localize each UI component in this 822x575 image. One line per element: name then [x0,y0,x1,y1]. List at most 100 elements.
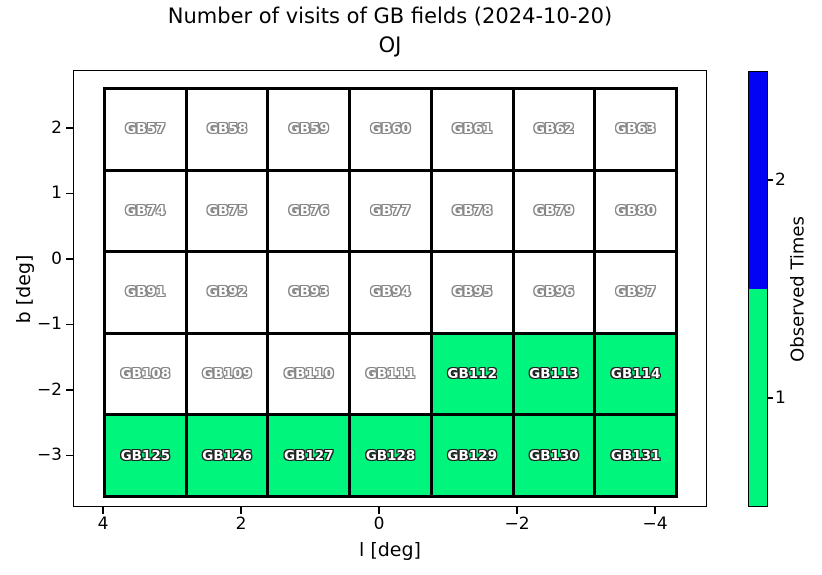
field-label: GB92 [206,284,248,301]
field-label: GB76 [288,202,329,219]
field-cell-GB130: GB130 [514,416,594,495]
field-grid: GB57 GB58 GB59 GB60 GB61 GB62 GB63 GB74 GB75 GB76… [103,87,678,498]
field-label: GB60 [370,121,411,138]
field-label: GB74 [125,202,166,219]
field-cell-GB75: GB75 [187,171,267,251]
field-cell-GB78: GB78 [432,171,512,251]
field-cell-GB111: GB111 [351,334,430,414]
field-label: GB75 [206,202,248,219]
field-label: GB79 [533,202,574,219]
field-label: GB61 [452,121,493,138]
x-tick-label: 2 [235,514,247,534]
x-tick-mark [516,507,518,514]
colorbar-tick-label: 2 [775,170,786,190]
y-tick-label: 0 [51,248,62,269]
field-cell-GB61: GB61 [432,90,512,169]
field-label: GB110 [284,366,334,383]
field-label: GB96 [533,284,574,301]
field-label: GB109 [202,366,252,383]
field-cell-GB96: GB96 [514,253,594,332]
field-label: GB126 [202,447,252,464]
field-label: GB93 [288,284,329,301]
x-tick-mark [378,507,380,514]
x-axis-label: l [deg] [359,539,421,561]
field-cell-GB110: GB110 [269,334,349,414]
field-cell-GB91: GB91 [106,253,185,332]
field-cell-GB80: GB80 [596,171,675,251]
field-cell-GB57: GB57 [106,90,185,169]
field-label: GB62 [533,121,574,138]
x-tick-label: −2 [504,514,530,534]
colorbar-tick-mark [768,179,773,181]
colorbar-tick-mark [768,397,773,399]
field-cell-GB77: GB77 [351,171,430,251]
field-cell-GB114: GB114 [596,334,675,414]
field-label: GB95 [452,284,493,301]
field-cell-GB79: GB79 [514,171,594,251]
field-label: GB112 [447,366,497,383]
y-tick-label: −3 [36,445,62,466]
field-cell-GB109: GB109 [187,334,267,414]
chart-subtitle: OJ [378,33,402,57]
y-tick-label: 1 [51,183,62,204]
y-tick-mark [66,389,73,391]
x-tick-mark [102,507,104,514]
field-label: GB129 [447,447,497,464]
field-cell-GB108: GB108 [106,334,185,414]
field-label: GB127 [284,447,334,464]
field-label: GB108 [120,366,171,383]
field-cell-GB127: GB127 [269,416,349,495]
field-label: GB59 [288,121,329,138]
field-label: GB91 [125,284,166,301]
field-label: GB57 [125,121,166,138]
y-tick-mark [66,454,73,457]
field-cell-GB92: GB92 [187,253,267,332]
y-tick-mark [66,323,73,326]
field-cell-GB63: GB63 [596,90,675,169]
x-tick-label: 0 [373,514,385,534]
field-label: GB97 [615,284,656,301]
field-cell-GB76: GB76 [269,171,349,251]
y-tick-label: −1 [36,314,62,335]
x-tick-mark [654,507,656,514]
field-cell-GB128: GB128 [351,416,430,495]
colorbar-tick-label: 1 [775,388,786,408]
plot-area [73,70,707,507]
chart-title: Number of visits of GB fields (2024-10-2… [167,4,613,28]
field-label: GB128 [365,447,416,464]
x-tick-label: 4 [97,514,109,534]
field-cell-GB131: GB131 [596,416,675,495]
field-cell-GB125: GB125 [106,416,185,495]
field-label: GB78 [452,202,493,219]
colorbar-segment-1 [749,289,767,506]
field-label: GB130 [529,447,579,464]
y-tick-mark [66,192,73,195]
field-label: GB131 [610,447,661,464]
field-cell-GB60: GB60 [351,90,430,169]
field-cell-GB62: GB62 [514,90,594,169]
field-cell-GB113: GB113 [514,334,594,414]
field-cell-GB112: GB112 [432,334,512,414]
field-cell-GB97: GB97 [596,253,675,332]
field-cell-GB129: GB129 [432,416,512,495]
field-cell-GB74: GB74 [106,171,185,251]
field-label: GB113 [529,366,579,383]
field-cell-GB94: GB94 [351,253,430,332]
field-cell-GB58: GB58 [187,90,267,169]
field-cell-GB95: GB95 [432,253,512,332]
x-tick-mark [240,507,242,514]
y-tick-label: −2 [36,379,62,400]
field-cell-GB59: GB59 [269,90,349,169]
y-tick-mark [66,258,73,260]
y-tick-label: 2 [51,118,62,138]
colorbar-segment-2 [749,72,767,289]
field-label: GB63 [615,121,656,138]
colorbar-label: Observed Times [787,216,809,362]
x-tick-label: −4 [642,514,668,534]
field-label: GB114 [610,366,661,383]
field-label: GB80 [615,202,656,219]
field-label: GB125 [120,447,171,464]
field-label: GB77 [370,202,411,219]
field-label: GB111 [365,366,416,383]
